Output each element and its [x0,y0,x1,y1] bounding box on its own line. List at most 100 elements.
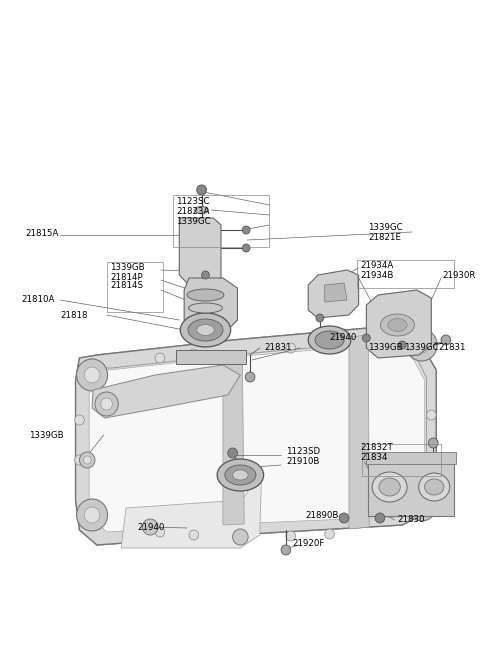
Ellipse shape [217,459,264,491]
Ellipse shape [225,465,256,485]
Circle shape [74,455,84,465]
Text: 21934B: 21934B [360,272,394,280]
Circle shape [80,452,95,468]
Ellipse shape [419,473,450,501]
Polygon shape [121,470,262,548]
Circle shape [101,398,112,410]
Circle shape [189,530,199,540]
Polygon shape [308,270,359,318]
Text: 21890B: 21890B [305,510,339,519]
Circle shape [242,226,250,234]
Circle shape [95,392,118,416]
Circle shape [375,513,385,523]
Circle shape [406,489,437,521]
Polygon shape [184,278,238,330]
Ellipse shape [372,472,407,502]
Text: 1123SC: 1123SC [176,198,210,206]
Ellipse shape [315,331,344,349]
Bar [107,262,163,312]
Text: 21834: 21834 [360,453,388,462]
Ellipse shape [189,303,222,313]
Circle shape [233,529,248,545]
Text: 21920F: 21920F [293,538,325,548]
Text: 21934A: 21934A [360,261,394,271]
Bar [176,350,246,364]
Text: 21832T: 21832T [360,443,393,453]
Circle shape [398,341,406,349]
Text: 1339GC: 1339GC [176,217,211,227]
Text: 21818: 21818 [60,310,87,320]
Text: 1339GB: 1339GB [368,343,403,352]
Circle shape [77,359,108,391]
Circle shape [245,372,255,382]
Ellipse shape [188,319,223,341]
Circle shape [189,349,199,359]
Text: 21823A: 21823A [176,208,210,217]
Text: 1339GB: 1339GB [29,430,64,440]
Circle shape [339,513,349,523]
Text: 21810A: 21810A [21,295,55,305]
Circle shape [426,455,436,465]
Circle shape [441,335,451,345]
Circle shape [143,519,158,535]
Circle shape [281,545,291,555]
Polygon shape [349,335,369,529]
Circle shape [84,367,100,383]
Circle shape [324,338,335,348]
Circle shape [84,507,100,523]
Polygon shape [366,290,432,358]
Text: 21831: 21831 [264,343,292,352]
Ellipse shape [233,470,248,480]
Circle shape [242,244,250,252]
Polygon shape [324,283,347,302]
Circle shape [414,337,430,353]
Text: 21910B: 21910B [286,457,319,466]
Circle shape [202,271,209,279]
Circle shape [155,527,165,537]
Circle shape [316,314,324,322]
Bar [366,452,456,464]
Text: 21940: 21940 [138,523,165,533]
Polygon shape [223,354,244,525]
Circle shape [428,438,438,448]
Ellipse shape [379,478,400,496]
Text: 21831: 21831 [438,343,466,352]
Ellipse shape [388,318,407,331]
Bar [172,195,269,247]
Polygon shape [180,218,221,290]
Circle shape [406,329,437,361]
Ellipse shape [195,206,208,214]
Circle shape [155,353,165,363]
Ellipse shape [308,326,351,354]
Bar [368,458,454,516]
Text: 21830: 21830 [397,515,425,525]
Text: 21814S: 21814S [110,282,144,291]
Circle shape [74,415,84,425]
Text: 1339GC: 1339GC [404,343,439,352]
Circle shape [77,499,108,531]
Ellipse shape [197,324,214,335]
Ellipse shape [424,479,444,495]
Circle shape [286,531,296,541]
Ellipse shape [381,314,414,336]
Text: 21821E: 21821E [368,233,401,242]
Ellipse shape [180,313,231,347]
Text: 21815A: 21815A [25,229,59,238]
Circle shape [84,456,91,464]
Bar [361,444,441,476]
Polygon shape [75,325,436,545]
Circle shape [286,343,296,353]
Polygon shape [89,343,424,532]
Polygon shape [92,365,240,418]
Text: 1123SD: 1123SD [286,447,320,457]
Circle shape [414,497,430,513]
Text: 21940: 21940 [330,333,357,341]
Circle shape [228,448,238,458]
Text: 21814P: 21814P [110,272,143,282]
Circle shape [324,529,335,539]
Bar [357,260,454,288]
Circle shape [426,410,436,420]
Ellipse shape [187,289,224,301]
Text: 21930R: 21930R [442,272,475,280]
Text: 1339GC: 1339GC [368,223,403,233]
